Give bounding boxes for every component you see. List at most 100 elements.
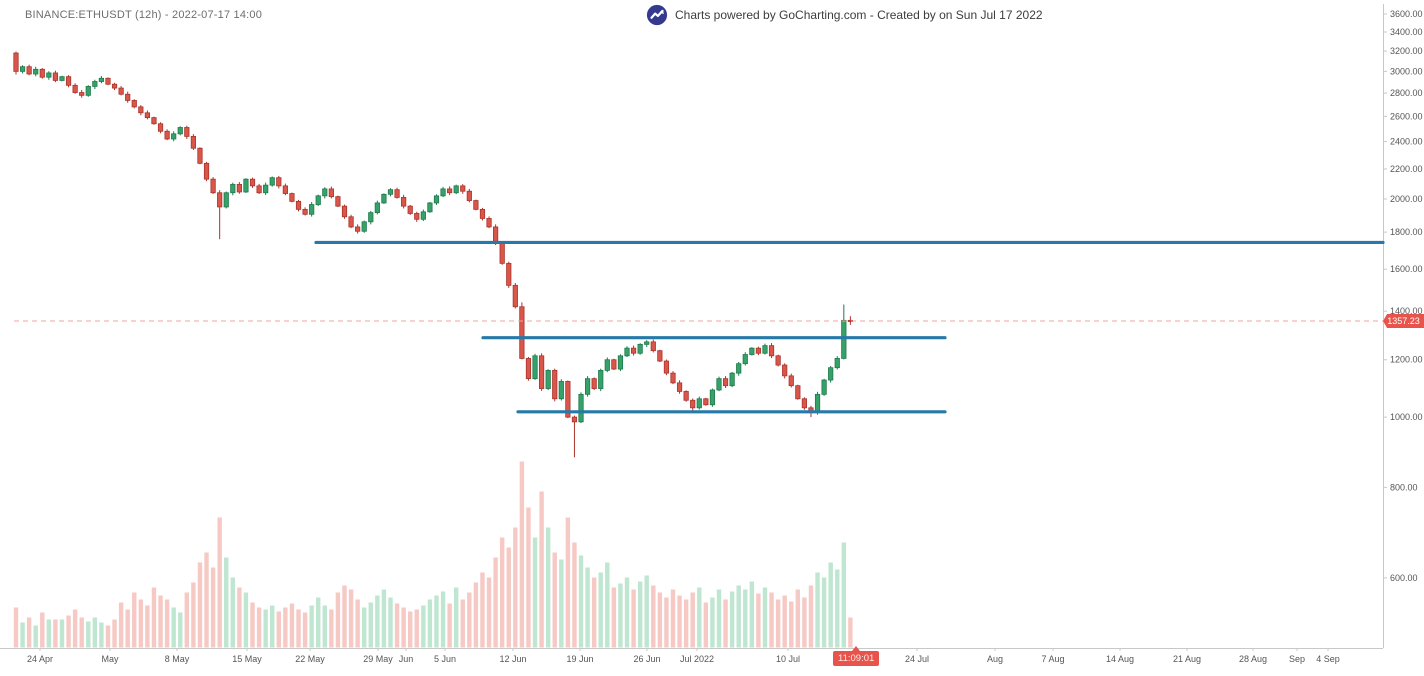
volume-bar bbox=[440, 591, 446, 648]
time-tick-label: 26 Jun bbox=[633, 654, 660, 664]
candle-body bbox=[414, 213, 420, 220]
volume-bar bbox=[578, 555, 584, 648]
time-tick-label: 19 Jun bbox=[566, 654, 593, 664]
price-tick-label: 2000.00 bbox=[1390, 194, 1423, 204]
volume-bar bbox=[736, 585, 741, 648]
candle-body bbox=[335, 196, 341, 207]
candle-body bbox=[801, 398, 808, 409]
volume-bar bbox=[158, 595, 163, 648]
candle-body bbox=[453, 185, 459, 194]
volume-bar bbox=[362, 607, 367, 648]
volume-bar bbox=[217, 517, 222, 648]
candle-body bbox=[486, 218, 492, 228]
time-tick-label: 8 May bbox=[165, 654, 190, 664]
volume-bar bbox=[414, 609, 419, 648]
candle-body bbox=[493, 226, 499, 244]
volume-bar bbox=[40, 612, 45, 648]
volume-bar bbox=[453, 587, 459, 648]
volume-bar bbox=[598, 572, 603, 648]
volume-bar bbox=[394, 603, 400, 648]
candle-body bbox=[131, 100, 137, 108]
volume-bar bbox=[276, 611, 281, 648]
volume-bar bbox=[283, 607, 288, 648]
candle-body bbox=[814, 393, 821, 413]
volume-bar bbox=[197, 562, 203, 648]
volume-bar bbox=[309, 605, 314, 648]
candle-body bbox=[263, 184, 269, 194]
candle-body bbox=[420, 211, 426, 220]
volume-bar bbox=[447, 603, 452, 648]
volume-bar bbox=[835, 569, 840, 648]
candle-body bbox=[210, 178, 216, 194]
volume-bar bbox=[401, 607, 406, 648]
volume-bar bbox=[33, 625, 38, 648]
volume-bar bbox=[99, 622, 104, 648]
candle-body bbox=[834, 358, 840, 369]
candle-body bbox=[479, 208, 486, 219]
volume-bar bbox=[250, 602, 255, 648]
volume-bar bbox=[355, 599, 360, 648]
candle-body bbox=[19, 66, 26, 72]
volume-bar bbox=[20, 622, 25, 648]
candle-body bbox=[630, 347, 637, 354]
candle-body bbox=[506, 262, 512, 286]
time-tick-label: 4 Sep bbox=[1316, 654, 1340, 664]
candle-body bbox=[637, 343, 643, 354]
volume-bar bbox=[756, 593, 761, 648]
candle-body bbox=[52, 72, 59, 81]
volume-bar bbox=[670, 589, 676, 648]
price-tick-label: 3600.00 bbox=[1390, 9, 1423, 19]
time-tick-label: 10 Jul bbox=[776, 654, 800, 664]
volume-bar bbox=[789, 601, 794, 648]
volume-bar bbox=[427, 599, 433, 648]
candle-body bbox=[703, 398, 709, 406]
candle-body bbox=[309, 204, 315, 215]
time-tick-label: 5 Jun bbox=[434, 654, 456, 664]
volume-bar bbox=[545, 527, 551, 648]
price-tick-label: 3200.00 bbox=[1390, 46, 1423, 56]
volume-bar bbox=[690, 592, 695, 648]
candle-body bbox=[39, 68, 45, 78]
candle-body bbox=[144, 112, 150, 119]
candle-body bbox=[197, 147, 203, 164]
candle-body bbox=[519, 306, 525, 359]
candle-body bbox=[72, 84, 78, 93]
candle-body bbox=[729, 372, 735, 387]
candle-body bbox=[650, 341, 656, 352]
candle-body bbox=[217, 192, 223, 208]
candle-body bbox=[203, 162, 210, 180]
candle-body bbox=[821, 379, 827, 395]
volume-bar bbox=[316, 597, 321, 648]
volume-bar bbox=[710, 597, 715, 648]
volume-bar bbox=[815, 572, 820, 648]
volume-bar bbox=[539, 491, 544, 648]
price-tick-label: 3000.00 bbox=[1390, 66, 1423, 76]
candle-body bbox=[151, 117, 157, 125]
volume-bar bbox=[105, 625, 111, 648]
candle-body bbox=[696, 398, 702, 409]
candle-body bbox=[157, 123, 164, 132]
volume-bar bbox=[493, 557, 498, 648]
candle-body bbox=[591, 378, 597, 389]
candle-body bbox=[164, 130, 170, 140]
volume-bar bbox=[591, 577, 597, 648]
candle-body bbox=[447, 188, 453, 194]
volume-bar bbox=[434, 595, 439, 648]
volume-bar bbox=[342, 585, 347, 648]
volume-bar bbox=[559, 559, 564, 648]
volume-bar bbox=[381, 589, 387, 648]
candle-body bbox=[676, 382, 683, 392]
candle-body bbox=[92, 81, 98, 87]
candle-body bbox=[355, 226, 361, 232]
candle-body bbox=[243, 178, 249, 193]
candle-body bbox=[736, 363, 742, 374]
time-tick-label: 7 Aug bbox=[1041, 654, 1064, 664]
time-tick-label: 24 Jul bbox=[905, 654, 929, 664]
price-tick-label: 1000.00 bbox=[1390, 412, 1423, 422]
volume-bar bbox=[499, 537, 505, 648]
candle-body bbox=[683, 391, 689, 401]
volume-bar bbox=[480, 572, 485, 648]
volume-bar bbox=[408, 611, 413, 648]
price-tick-label: 3400.00 bbox=[1390, 27, 1423, 37]
